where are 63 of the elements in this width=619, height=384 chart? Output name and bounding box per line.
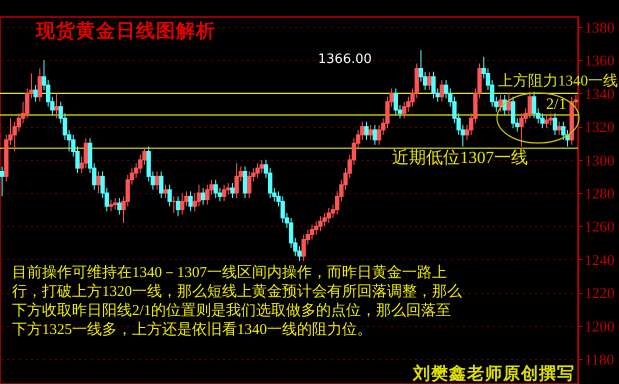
candlestick <box>427 71 432 91</box>
candlestick <box>326 207 331 224</box>
candlestick <box>506 92 512 116</box>
chart-title: 现货黄金日线图解析 <box>36 20 216 44</box>
candlestick <box>242 166 248 199</box>
candlestick <box>0 166 4 197</box>
candlestick <box>310 224 314 240</box>
candlestick <box>117 198 122 216</box>
y-tick-label: 1220 <box>584 286 614 302</box>
y-tick-label: 1180 <box>584 352 614 369</box>
candlestick <box>548 112 553 126</box>
candlestick <box>544 114 549 129</box>
candlestick <box>440 80 444 102</box>
candlestick <box>180 192 184 216</box>
y-tick-label: 1280 <box>584 186 614 203</box>
y-tick-label: 1200 <box>584 319 614 336</box>
candlestick <box>322 212 327 227</box>
ref-line-label: 近期低位1307一线 <box>392 148 528 168</box>
candlestick <box>84 138 88 169</box>
candlestick <box>176 196 180 217</box>
candlestick <box>214 179 218 199</box>
candlestick <box>200 188 206 206</box>
candlestick <box>108 199 114 212</box>
annotation: 刘樊鑫老师原创撰写 <box>413 363 575 384</box>
y-tick-label: 1360 <box>584 54 614 70</box>
candlestick <box>38 68 42 102</box>
y-tick-label: 1340 <box>584 86 614 103</box>
candlestick <box>394 88 398 116</box>
candlestick <box>230 182 235 199</box>
candlestick <box>314 220 318 236</box>
annotation: 1366.00 <box>318 52 372 67</box>
candlestick <box>33 84 38 102</box>
annotation: 目前操作可维持在1340－1307一线区间内操作，而昨日黄金一路上行，打破上方1320一线，那么短线上黄金预计会有所回落调整，那么下方收取昨日阳线2/1的位置则是我们选取做多的点位，那么回落至下方1325一线多，上方还是依旧看1340一线的阻力位。 <box>12 264 463 340</box>
candlestick <box>372 124 378 146</box>
candlestick <box>556 121 562 136</box>
candlestick <box>154 170 160 190</box>
y-tick-label: 1240 <box>584 252 614 269</box>
candlestick <box>444 80 448 99</box>
candlestick <box>540 112 545 129</box>
candlestick <box>113 198 118 210</box>
y-tick-label: 1320 <box>584 120 614 136</box>
candlestick <box>364 121 369 140</box>
candlestick <box>188 190 193 212</box>
y-tick-label: 1300 <box>584 153 614 170</box>
candlestick <box>247 170 252 199</box>
candlestick <box>368 124 373 140</box>
candlestick <box>260 159 264 174</box>
candlestick <box>431 71 436 99</box>
candlestick <box>222 184 226 202</box>
candlestick <box>519 112 524 148</box>
candlestick <box>255 162 260 179</box>
annotation: 2/1 <box>546 96 566 113</box>
candlestick <box>318 216 323 232</box>
candlestick <box>54 92 59 119</box>
candlestick <box>552 112 558 136</box>
candlestick <box>163 184 168 199</box>
candlestick <box>234 162 239 199</box>
candlestick <box>96 170 101 194</box>
y-tick-label: 1380 <box>584 20 614 36</box>
candlestick <box>167 184 172 207</box>
y-tick-label: 1260 <box>584 220 614 236</box>
candlestick <box>159 170 164 199</box>
candlestick <box>510 96 516 129</box>
